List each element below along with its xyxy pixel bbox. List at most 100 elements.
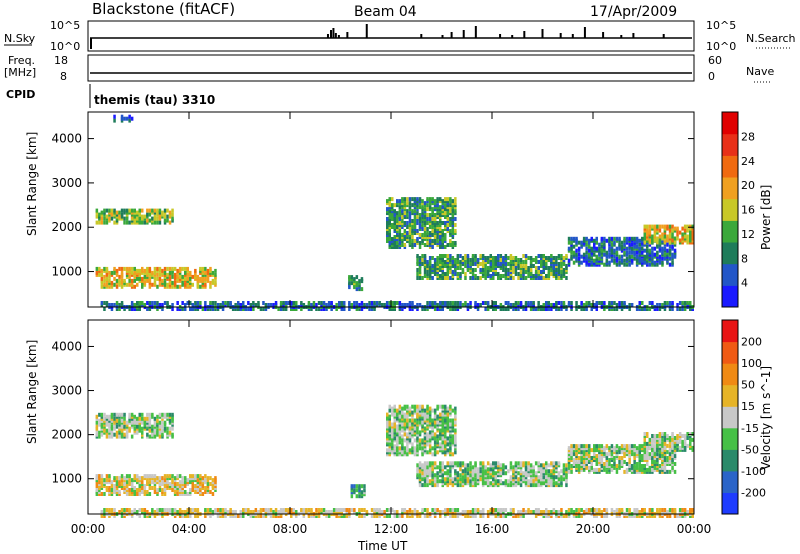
- data-cell: [608, 260, 611, 265]
- data-cell: [416, 215, 419, 219]
- data-cell: [676, 236, 679, 241]
- data-cell: [120, 482, 124, 486]
- data-cell: [449, 301, 452, 305]
- data-cell: [110, 480, 114, 485]
- data-cell: [466, 510, 470, 514]
- data-cell: [345, 508, 348, 512]
- data-cell: [555, 268, 558, 272]
- data-cell: [653, 224, 657, 229]
- data-cell: [653, 252, 657, 257]
- data-cell: [610, 252, 614, 257]
- data-cell: [499, 471, 503, 476]
- data-cell: [125, 266, 129, 271]
- data-cell: [426, 483, 429, 488]
- data-cell: [128, 266, 131, 271]
- data-cell: [130, 488, 134, 492]
- data-cell: [454, 241, 457, 245]
- data-cell: [151, 270, 154, 275]
- data-cell: [421, 508, 424, 512]
- data-cell: [542, 262, 545, 266]
- data-cell: [221, 301, 225, 305]
- data-cell: [393, 213, 396, 217]
- data-cell: [648, 238, 652, 243]
- data-cell: [444, 477, 447, 482]
- data-cell: [118, 418, 121, 423]
- data-cell: [441, 205, 444, 210]
- data-cell: [663, 301, 667, 305]
- data-cell: [577, 240, 581, 245]
- data-cell: [514, 461, 518, 466]
- data-cell: [426, 260, 429, 264]
- data-cell: [403, 221, 407, 225]
- data-cell: [646, 238, 649, 243]
- colorbar-tick-label: 16: [741, 204, 755, 217]
- data-cell: [681, 434, 684, 438]
- data-cell: [613, 240, 616, 245]
- data-cell: [431, 207, 434, 212]
- data-cell: [136, 430, 139, 435]
- data-cell: [608, 458, 611, 462]
- data-cell: [176, 474, 179, 479]
- data-cell: [216, 508, 220, 512]
- data-cell: [156, 508, 159, 512]
- data-cell: [322, 307, 326, 311]
- data-cell: [401, 219, 404, 223]
- data-cell: [421, 258, 424, 262]
- data-cell: [161, 412, 164, 417]
- data-cell: [189, 301, 192, 305]
- data-cell: [143, 474, 147, 479]
- data-cell: [401, 442, 404, 447]
- data-cell: [540, 477, 543, 482]
- data-cell: [633, 464, 636, 468]
- data-cell: [643, 248, 646, 253]
- data-cell: [327, 301, 331, 305]
- data-cell: [686, 224, 689, 229]
- data-cell: [370, 508, 374, 512]
- data-cell: [653, 452, 657, 457]
- data-cell: [534, 307, 538, 311]
- colorbar-segment: [722, 263, 738, 286]
- data-cell: [128, 488, 131, 492]
- data-cell: [436, 197, 439, 202]
- data-cell: [481, 469, 485, 474]
- data-cell: [143, 220, 147, 225]
- data-cell: [138, 212, 141, 217]
- data-cell: [396, 424, 399, 429]
- data-cell: [481, 508, 485, 512]
- data-cell: [588, 444, 591, 449]
- data-cell: [504, 465, 508, 470]
- data-cell: [123, 412, 126, 417]
- data-cell: [348, 307, 351, 311]
- data-cell: [130, 434, 134, 439]
- data-cell: [401, 450, 404, 455]
- data-cell: [519, 301, 523, 305]
- data-cell: [211, 510, 215, 514]
- data-cell: [408, 201, 412, 206]
- data-cell: [545, 256, 548, 260]
- data-cell: [98, 434, 101, 439]
- data-cell: [156, 428, 159, 433]
- data-cell: [355, 494, 359, 499]
- data-cell: [615, 464, 619, 468]
- data-cell: [666, 224, 669, 229]
- data-cell: [413, 426, 417, 431]
- data-cell: [593, 258, 596, 263]
- data-cell: [153, 490, 157, 494]
- data-cell: [673, 454, 677, 458]
- data-cell: [148, 412, 152, 417]
- data-cell: [653, 232, 657, 237]
- data-cell: [431, 197, 434, 202]
- data-cell: [557, 471, 561, 476]
- data-cell: [388, 420, 391, 425]
- data-cell: [403, 197, 407, 202]
- data-cell: [184, 266, 187, 271]
- data-cell: [118, 434, 121, 439]
- data-cell: [668, 469, 672, 474]
- data-cell: [292, 508, 295, 512]
- data-cell: [168, 266, 172, 271]
- data-cell: [608, 246, 611, 251]
- data-cell: [603, 242, 606, 247]
- data-cell: [141, 490, 144, 494]
- data-cell: [585, 254, 588, 259]
- data-cell: [646, 224, 649, 229]
